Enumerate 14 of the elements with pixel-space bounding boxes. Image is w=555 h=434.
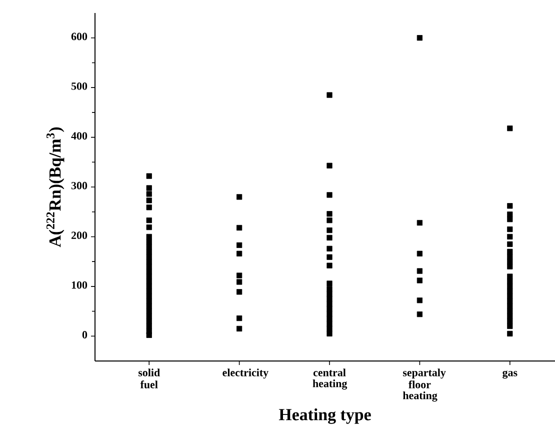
y-tick-label: 100 xyxy=(72,281,88,289)
x-tick-label: separtaly floor heating xyxy=(402,368,446,402)
y-tick-label: 600 xyxy=(71,32,88,40)
x-tick-label: solid fuel xyxy=(138,368,160,388)
y-tick-label: 0 xyxy=(82,331,88,338)
x-tick-label: electricity xyxy=(222,368,268,379)
y-tick-label: 400 xyxy=(71,132,88,140)
y-tick-label: 500 xyxy=(71,82,88,90)
y-axis-title: A($^{222}$Rn)(Bq/m$^{3}$) xyxy=(46,127,64,248)
x-axis-title: Heating type xyxy=(278,408,371,424)
y-tick-label: 200 xyxy=(71,232,88,240)
x-tick-label: gas xyxy=(502,370,518,379)
y-tick-label: 300 xyxy=(71,182,88,190)
x-tick-label: central heating xyxy=(312,368,348,390)
